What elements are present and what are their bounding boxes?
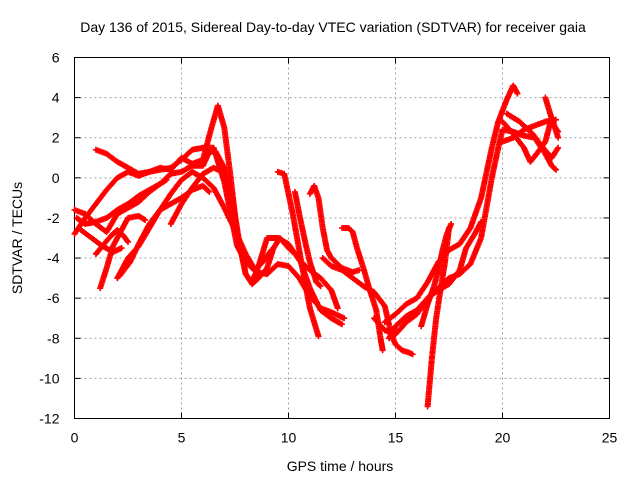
data-point: [555, 128, 562, 135]
y-tick-labels: -12 -10 -8 -6 -4 -2 0 2 4 6: [39, 50, 59, 427]
data-point: [478, 218, 485, 225]
data-point: [555, 134, 562, 141]
data-point: [205, 187, 212, 194]
y-tick-label: -4: [47, 250, 60, 266]
data-point: [555, 144, 562, 151]
x-tick-label: 5: [178, 430, 186, 446]
data-point: [268, 247, 275, 254]
x-tick-label: 15: [388, 430, 404, 446]
data-point: [142, 216, 149, 223]
x-tick-labels: 0 5 10 15 20 25: [71, 430, 618, 446]
x-tick-label: 25: [602, 430, 618, 446]
series-track-12: [291, 188, 324, 290]
x-tick-label: 10: [281, 430, 297, 446]
series-track-20: [418, 220, 455, 330]
series-track-18: [386, 218, 485, 342]
series-track-23: [503, 110, 562, 161]
series-track-24: [542, 94, 562, 135]
data-point: [317, 283, 324, 290]
y-axis-label: SDTVAR / TECUs: [9, 182, 25, 294]
series-track-11: [274, 168, 322, 340]
x-tick-label: 20: [495, 430, 511, 446]
data-point: [341, 315, 348, 322]
data-point: [118, 245, 125, 252]
y-tick-label: 0: [52, 170, 60, 186]
data-point: [448, 220, 455, 227]
data-point: [334, 305, 341, 312]
data-point: [409, 351, 416, 358]
y-tick-label: -6: [47, 290, 60, 306]
series-track-22: [499, 114, 562, 165]
y-tick-label: 2: [52, 130, 60, 146]
axis-ticks: [74, 57, 610, 419]
data-point: [514, 90, 521, 97]
data-point: [316, 282, 323, 289]
series-track-4: [73, 176, 170, 227]
y-tick-label: 4: [52, 90, 60, 106]
data-point: [227, 190, 234, 197]
data-point: [379, 347, 386, 354]
y-tick-label: -2: [47, 210, 60, 226]
data-point: [339, 321, 345, 328]
data-points: [71, 82, 562, 410]
data-point: [553, 166, 559, 173]
data-point: [315, 333, 322, 340]
chart-title: Day 136 of 2015, Sidereal Day-to-day VTE…: [80, 19, 586, 35]
x-axis-label: GPS time / hours: [287, 458, 394, 474]
x-tick-label: 0: [71, 430, 79, 446]
y-tick-label: -8: [47, 330, 60, 346]
y-tick-label: 6: [52, 50, 60, 66]
data-point: [163, 176, 170, 183]
plot-area-border: [74, 57, 610, 419]
data-point: [206, 188, 213, 195]
series-track-10: [167, 164, 234, 227]
data-point: [551, 165, 558, 172]
data-point: [125, 239, 131, 246]
y-tick-label: -10: [39, 370, 59, 386]
y-tick-label: -12: [39, 411, 59, 427]
series-track-7: [77, 226, 125, 256]
